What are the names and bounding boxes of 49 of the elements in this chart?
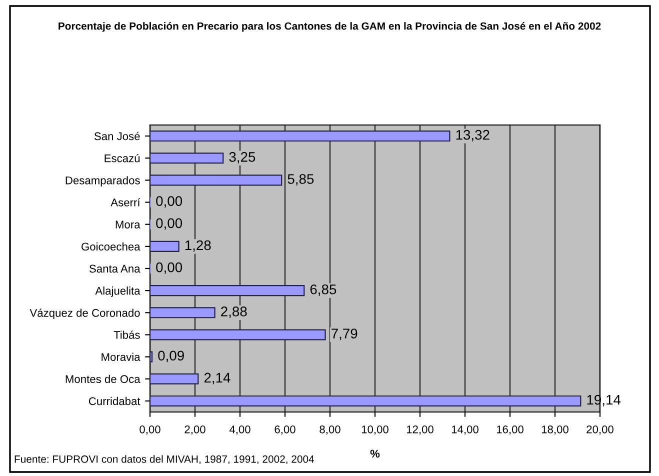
x-tick-label: 6,00 xyxy=(274,425,296,435)
y-tick-label: Santa Ana xyxy=(90,264,140,273)
y-tick-label: Alajuelita xyxy=(95,286,140,297)
data-label: 0,09 xyxy=(158,350,184,362)
y-tick-label: Mora xyxy=(116,220,140,228)
x-tick-label: 14,00 xyxy=(452,425,478,435)
data-label: 6,85 xyxy=(310,284,336,296)
bar xyxy=(150,174,282,186)
bar xyxy=(150,395,582,406)
y-tick-label: Montes de Oca xyxy=(66,374,140,384)
x-tick-label: 4,00 xyxy=(229,425,250,435)
bar xyxy=(150,351,153,362)
y-tick-label: Tibás xyxy=(114,330,140,339)
y-tick-label: Vázquez de Coronado xyxy=(30,308,140,320)
chart-title: Porcentaje de Población en Precario para los Cantones de la GAM en la Provincia de San José en el Año 2002 xyxy=(58,22,601,32)
x-tick-label: 10,00 xyxy=(362,425,388,435)
x-tick-label: 12,00 xyxy=(406,425,434,435)
source-note: Fuente: FUPROVI con datos del MIVAH, 1987, 1991, 2002, 2004 xyxy=(14,455,314,464)
data-label: 0,00 xyxy=(156,218,182,230)
bar xyxy=(150,240,180,252)
x-tick-label: 8,00 xyxy=(320,425,340,435)
data-label: 0,00 xyxy=(156,262,182,274)
data-label: 2,88 xyxy=(221,306,247,318)
x-tick-label: 2,00 xyxy=(184,425,206,435)
bar xyxy=(150,285,305,296)
x-tick-label: 20,00 xyxy=(586,425,614,435)
bar xyxy=(150,373,199,384)
bar xyxy=(150,307,216,318)
y-tick-label: Goicoechea xyxy=(82,242,140,251)
data-label: 13,32 xyxy=(456,130,490,142)
y-tick-label: San José xyxy=(94,132,140,140)
data-label: 2,14 xyxy=(204,372,230,384)
x-tick-label: 16,00 xyxy=(496,425,524,435)
data-label: 1,28 xyxy=(185,240,211,252)
data-label: 5,85 xyxy=(288,174,314,186)
bar xyxy=(150,152,224,164)
x-tick-label: 18,00 xyxy=(542,425,568,435)
y-tick-label: Escazú xyxy=(104,154,140,162)
data-label: 7,79 xyxy=(332,328,358,340)
y-tick-label: Moravia xyxy=(102,352,140,361)
bar xyxy=(150,130,450,142)
data-label: 3,25 xyxy=(229,152,256,164)
x-axis-title: % xyxy=(370,450,380,458)
y-tick-label: Desamparados xyxy=(66,176,140,187)
data-label: 0,00 xyxy=(156,196,182,208)
x-tick-label: 0,00 xyxy=(140,425,160,435)
y-tick-label: Aserrí xyxy=(110,198,140,206)
y-tick-label: Curridabat xyxy=(88,396,140,406)
bar xyxy=(150,329,326,340)
